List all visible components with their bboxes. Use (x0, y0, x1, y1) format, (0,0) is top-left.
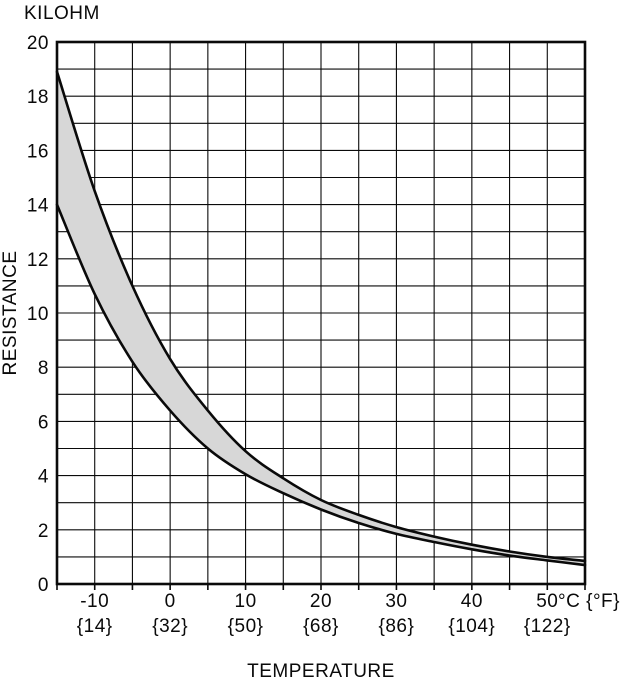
x-tick-label-celsius: 40 (461, 591, 483, 612)
lower-limit-curve (55, 203, 587, 567)
y-tick-label: 2 (38, 521, 49, 542)
x-tick-label-fahrenheit: {122} (524, 616, 571, 637)
y-axis-unit-label: KILOHM (24, 3, 100, 24)
x-axis-unit-label: °C {°F} (558, 591, 620, 612)
y-tick-label: 20 (27, 33, 49, 54)
y-tick-label: 4 (38, 467, 49, 488)
plot-area: 20181614121086420-10{14}0{32}10{50}20{68… (27, 33, 587, 637)
y-tick-label: 14 (27, 196, 49, 217)
x-tick-label-fahrenheit: {14} (77, 616, 113, 637)
x-tick-label-fahrenheit: {104} (448, 616, 495, 637)
x-tick-label-celsius: 10 (235, 591, 257, 612)
x-tick-label-fahrenheit: {86} (379, 616, 415, 637)
x-tick-label-fahrenheit: {32} (152, 616, 188, 637)
x-axis-title: TEMPERATURE (247, 661, 395, 682)
y-tick-label: 10 (27, 304, 49, 325)
upper-limit-curve (55, 70, 587, 563)
y-tick-label: 12 (27, 250, 49, 271)
x-tick-label-fahrenheit: {50} (228, 616, 264, 637)
y-tick-label: 8 (38, 358, 49, 379)
y-tick-label: 16 (27, 141, 49, 162)
x-tick-label-celsius: 20 (310, 591, 332, 612)
x-tick-label-celsius: -10 (80, 591, 109, 612)
x-tick-label-celsius: 50 (536, 591, 558, 612)
x-tick-label-fahrenheit: {68} (303, 616, 339, 637)
y-tick-label: 18 (27, 87, 49, 108)
y-axis-title: RESISTANCE (0, 250, 21, 375)
x-tick-label-celsius: 0 (165, 591, 176, 612)
x-tick-label-celsius: 30 (385, 591, 407, 612)
y-tick-label: 0 (38, 575, 49, 596)
y-tick-label: 6 (38, 412, 49, 433)
